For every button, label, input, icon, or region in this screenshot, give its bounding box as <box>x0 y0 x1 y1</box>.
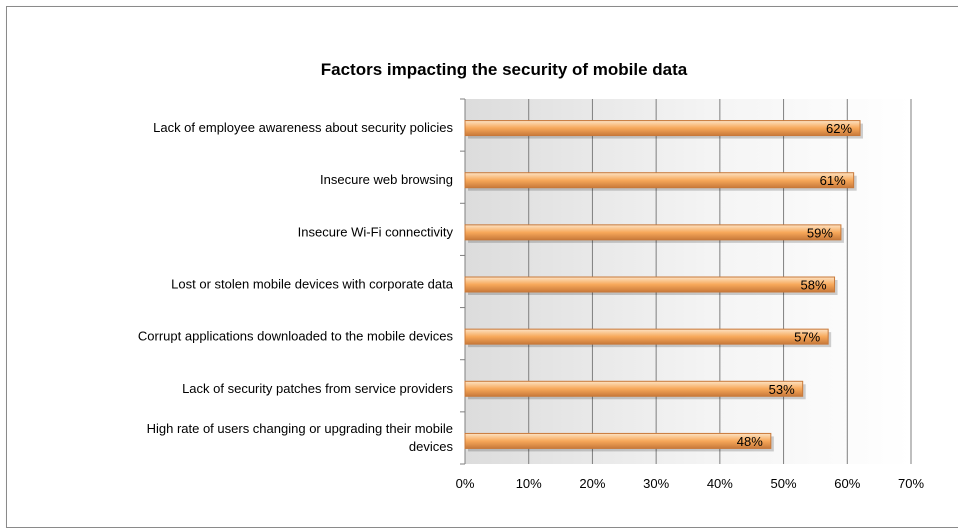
x-tick-label: 0% <box>456 476 475 491</box>
bar-value-label: 48% <box>737 434 763 449</box>
bar <box>464 328 829 345</box>
bar-value-label: 57% <box>794 330 820 345</box>
bar <box>464 432 772 449</box>
chart-frame: Factors impacting the security of mobile… <box>6 6 958 528</box>
category-label: High rate of users changing or upgrading… <box>147 421 453 436</box>
category-label: Lack of employee awareness about securit… <box>153 120 453 135</box>
category-label: Corrupt applications downloaded to the m… <box>138 329 454 344</box>
x-tick-label: 20% <box>579 476 605 491</box>
bar-value-label: 61% <box>820 173 846 188</box>
chart-title: Factors impacting the security of mobile… <box>321 60 688 79</box>
x-tick-label: 30% <box>643 476 669 491</box>
bar-chart: Factors impacting the security of mobile… <box>138 60 925 491</box>
bar <box>464 224 842 241</box>
x-tick-label: 40% <box>707 476 733 491</box>
bar <box>464 120 861 137</box>
x-tick-label: 50% <box>771 476 797 491</box>
bar <box>464 172 855 189</box>
x-tick-label: 10% <box>516 476 542 491</box>
bar-value-label: 62% <box>826 121 852 136</box>
x-tick-label: 60% <box>834 476 860 491</box>
x-tick-label: 70% <box>898 476 924 491</box>
category-label: Insecure Wi-Fi connectivity <box>298 224 454 239</box>
bar-value-label: 53% <box>769 382 795 397</box>
bar <box>464 276 836 293</box>
category-label: devices <box>409 439 454 454</box>
category-label: Lack of security patches from service pr… <box>182 381 453 396</box>
category-label: Lost or stolen mobile devices with corpo… <box>171 277 454 292</box>
bar-value-label: 58% <box>801 278 827 293</box>
category-label: Insecure web browsing <box>320 172 453 187</box>
bar <box>464 380 804 397</box>
bar-value-label: 59% <box>807 225 833 240</box>
